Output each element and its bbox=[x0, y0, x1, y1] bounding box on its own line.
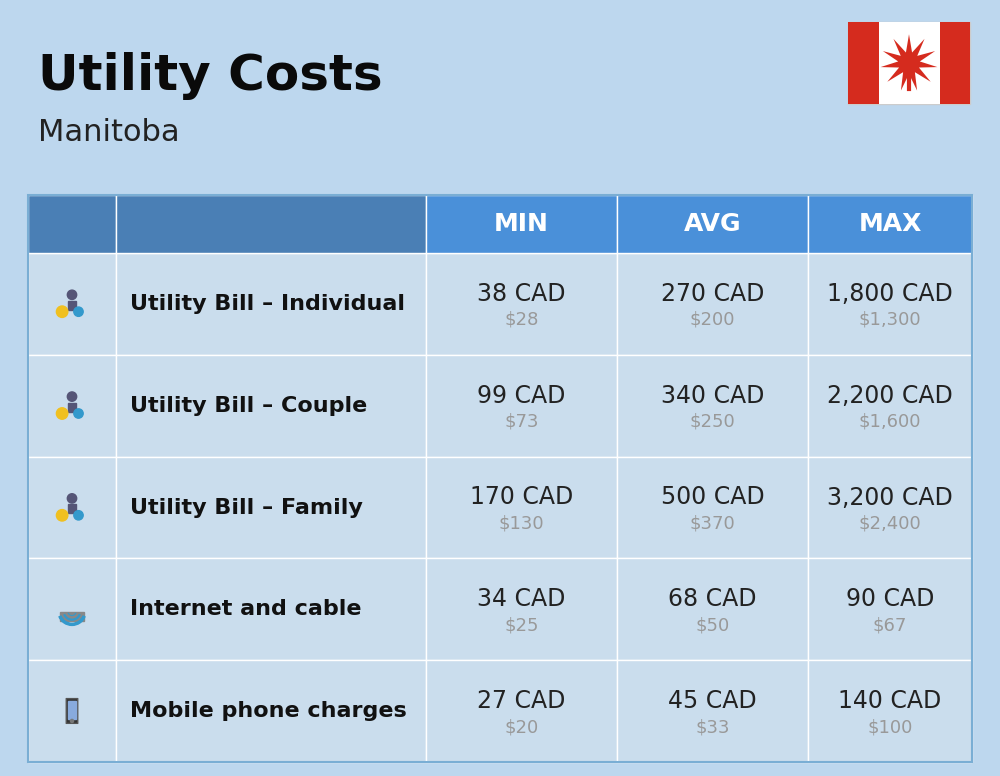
Text: $200: $200 bbox=[690, 311, 735, 329]
Bar bbox=[426, 660, 617, 762]
Bar bbox=[426, 559, 617, 660]
Text: 170 CAD: 170 CAD bbox=[470, 486, 573, 510]
Text: $67: $67 bbox=[873, 616, 907, 634]
Text: 34 CAD: 34 CAD bbox=[477, 587, 566, 611]
Bar bbox=[617, 660, 808, 762]
Bar bbox=[426, 355, 617, 456]
Circle shape bbox=[67, 392, 77, 401]
Text: Internet and cable: Internet and cable bbox=[130, 599, 362, 619]
Text: 99 CAD: 99 CAD bbox=[477, 383, 566, 407]
Circle shape bbox=[74, 307, 83, 317]
Text: Utility Bill – Individual: Utility Bill – Individual bbox=[130, 294, 405, 314]
Text: 38 CAD: 38 CAD bbox=[477, 282, 566, 306]
Bar bbox=[617, 253, 808, 355]
Text: 68 CAD: 68 CAD bbox=[668, 587, 757, 611]
Text: $250: $250 bbox=[690, 413, 735, 431]
Bar bbox=[426, 195, 617, 253]
Text: 340 CAD: 340 CAD bbox=[661, 383, 764, 407]
Bar bbox=[617, 355, 808, 456]
Circle shape bbox=[56, 306, 68, 317]
Bar bbox=[808, 660, 972, 762]
Bar bbox=[426, 456, 617, 559]
Bar bbox=[617, 195, 808, 253]
Text: $73: $73 bbox=[504, 413, 539, 431]
Text: $28: $28 bbox=[504, 311, 539, 329]
Text: 27 CAD: 27 CAD bbox=[477, 689, 566, 713]
Bar bbox=[116, 660, 426, 762]
Text: Mobile phone charges: Mobile phone charges bbox=[130, 701, 407, 721]
Text: 500 CAD: 500 CAD bbox=[661, 486, 764, 510]
Text: Manitoba: Manitoba bbox=[38, 118, 180, 147]
Bar bbox=[848, 22, 970, 104]
Text: MIN: MIN bbox=[494, 212, 549, 236]
Bar bbox=[28, 195, 116, 253]
Bar bbox=[808, 355, 972, 456]
Bar bbox=[28, 355, 116, 456]
Bar bbox=[28, 660, 116, 762]
Text: $1,300: $1,300 bbox=[859, 311, 921, 329]
Text: 90 CAD: 90 CAD bbox=[846, 587, 934, 611]
Text: 2,200 CAD: 2,200 CAD bbox=[827, 383, 953, 407]
Circle shape bbox=[67, 290, 77, 300]
Bar bbox=[617, 456, 808, 559]
Bar bbox=[28, 195, 972, 762]
Bar bbox=[68, 403, 76, 412]
Text: $2,400: $2,400 bbox=[859, 514, 921, 532]
Text: AVG: AVG bbox=[684, 212, 741, 236]
Text: $370: $370 bbox=[690, 514, 735, 532]
Text: $25: $25 bbox=[504, 616, 539, 634]
Bar bbox=[426, 253, 617, 355]
Text: $100: $100 bbox=[867, 718, 913, 736]
Bar bbox=[808, 559, 972, 660]
Text: $130: $130 bbox=[499, 514, 544, 532]
Bar bbox=[116, 253, 426, 355]
Bar bbox=[60, 612, 84, 621]
Text: 3,200 CAD: 3,200 CAD bbox=[827, 486, 953, 510]
Bar bbox=[116, 456, 426, 559]
Bar bbox=[116, 559, 426, 660]
Bar bbox=[940, 22, 970, 104]
Text: $33: $33 bbox=[695, 718, 730, 736]
Polygon shape bbox=[881, 34, 937, 91]
Text: 270 CAD: 270 CAD bbox=[661, 282, 764, 306]
Circle shape bbox=[74, 409, 83, 418]
Text: Utility Bill – Couple: Utility Bill – Couple bbox=[130, 396, 367, 416]
FancyBboxPatch shape bbox=[66, 698, 78, 723]
Bar bbox=[116, 355, 426, 456]
Circle shape bbox=[56, 510, 68, 521]
Text: Utility Costs: Utility Costs bbox=[38, 52, 383, 100]
Bar bbox=[617, 559, 808, 660]
Circle shape bbox=[74, 511, 83, 520]
Text: 45 CAD: 45 CAD bbox=[668, 689, 757, 713]
Bar bbox=[116, 195, 426, 253]
Text: Utility Bill – Family: Utility Bill – Family bbox=[130, 497, 363, 518]
Text: $50: $50 bbox=[695, 616, 730, 634]
Circle shape bbox=[67, 494, 77, 503]
Text: MAX: MAX bbox=[858, 212, 922, 236]
Bar bbox=[879, 22, 940, 104]
Bar bbox=[808, 195, 972, 253]
Bar bbox=[28, 559, 116, 660]
Text: 1,800 CAD: 1,800 CAD bbox=[827, 282, 953, 306]
Text: $1,600: $1,600 bbox=[859, 413, 921, 431]
Bar bbox=[68, 702, 76, 719]
Circle shape bbox=[70, 719, 74, 722]
Bar bbox=[28, 456, 116, 559]
Bar bbox=[68, 504, 76, 514]
Bar bbox=[808, 253, 972, 355]
Circle shape bbox=[56, 407, 68, 419]
Text: $20: $20 bbox=[504, 718, 539, 736]
Bar bbox=[28, 253, 116, 355]
Bar bbox=[808, 456, 972, 559]
Bar bbox=[68, 301, 76, 310]
Bar bbox=[848, 22, 879, 104]
Text: 140 CAD: 140 CAD bbox=[838, 689, 942, 713]
